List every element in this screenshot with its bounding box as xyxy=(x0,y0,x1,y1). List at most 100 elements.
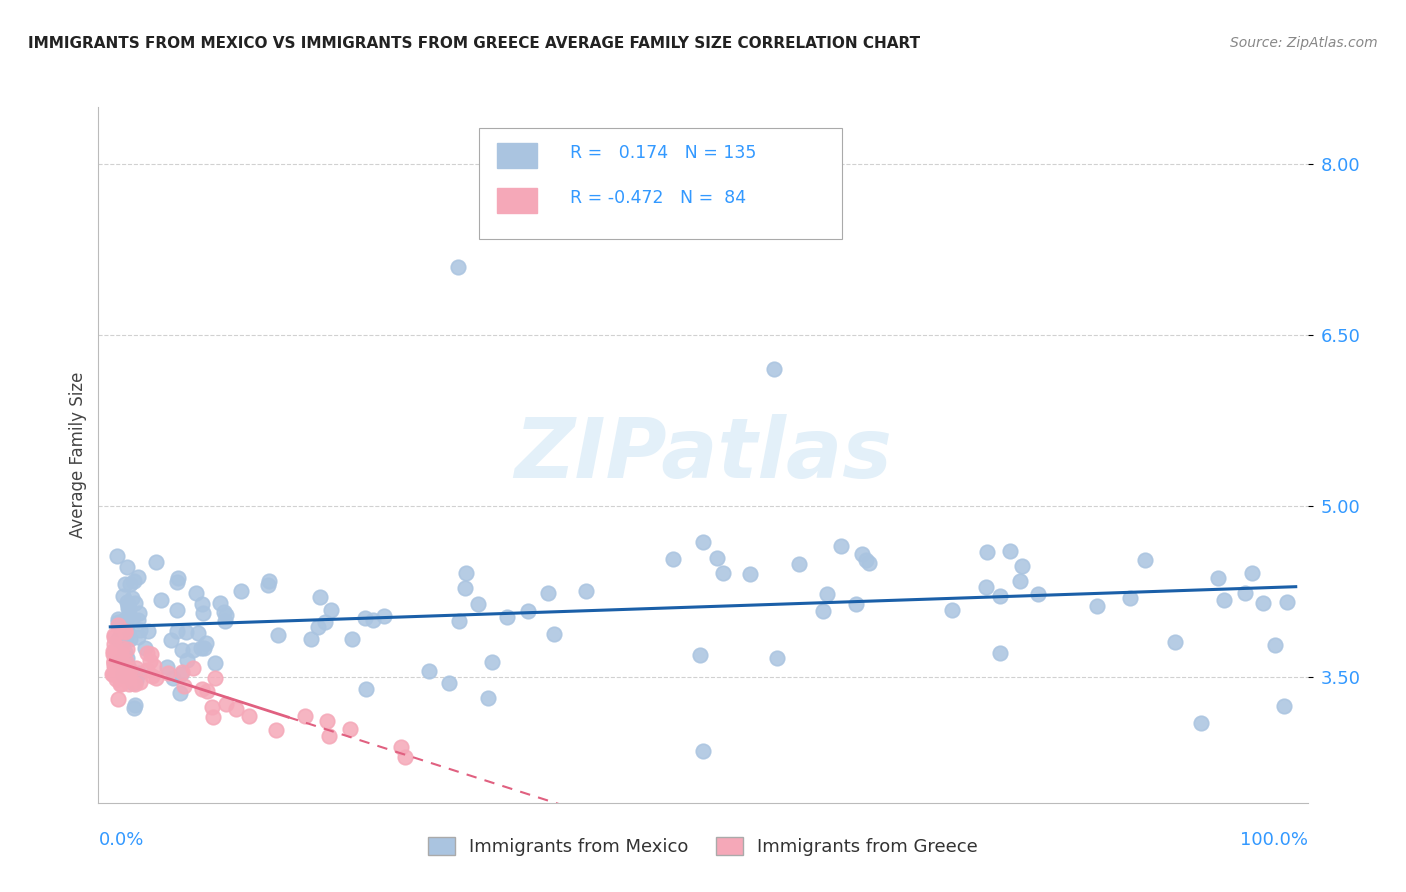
Point xyxy=(127,630,149,644)
Point xyxy=(418,664,440,678)
Point xyxy=(187,626,209,640)
Point xyxy=(117,651,139,665)
Point xyxy=(157,665,180,680)
Point xyxy=(108,668,131,682)
Point xyxy=(181,661,204,675)
Point xyxy=(111,659,134,673)
Point xyxy=(105,660,128,674)
Point xyxy=(1008,574,1031,589)
Point xyxy=(229,584,252,599)
Point xyxy=(124,701,146,715)
Point xyxy=(738,567,761,582)
Text: 0.0%: 0.0% xyxy=(98,830,143,848)
Point xyxy=(318,729,340,743)
Legend: Immigrants from Mexico, Immigrants from Greece: Immigrants from Mexico, Immigrants from … xyxy=(420,830,986,863)
Point xyxy=(166,624,188,638)
Point xyxy=(186,586,208,600)
Point xyxy=(1085,599,1108,614)
Point xyxy=(118,632,141,646)
Point xyxy=(105,653,128,667)
Text: IMMIGRANTS FROM MEXICO VS IMMIGRANTS FROM GREECE AVERAGE FAMILY SIZE CORRELATION: IMMIGRANTS FROM MEXICO VS IMMIGRANTS FRO… xyxy=(28,36,921,51)
Point xyxy=(1189,715,1212,730)
Point xyxy=(128,666,150,681)
Point xyxy=(120,664,142,678)
Point xyxy=(105,549,128,563)
Point xyxy=(811,604,834,618)
Point xyxy=(145,556,167,570)
Point xyxy=(110,627,132,641)
Point xyxy=(1163,635,1185,649)
Point xyxy=(1240,566,1263,580)
Point xyxy=(101,647,124,661)
Point xyxy=(110,633,132,648)
Point xyxy=(111,670,134,684)
Point xyxy=(517,604,540,618)
Point xyxy=(851,547,873,561)
Point xyxy=(103,656,125,670)
Bar xyxy=(498,144,537,169)
Point xyxy=(169,686,191,700)
Point xyxy=(103,630,125,644)
Point xyxy=(575,583,598,598)
Point xyxy=(107,691,129,706)
Point xyxy=(1233,586,1256,600)
Point xyxy=(1026,587,1049,601)
Point xyxy=(118,664,141,678)
Point xyxy=(212,606,235,620)
Point xyxy=(830,539,852,553)
Point xyxy=(204,671,226,685)
Point xyxy=(128,606,150,620)
Point xyxy=(990,646,1012,660)
Point xyxy=(319,603,342,617)
Point xyxy=(125,661,148,675)
Point xyxy=(104,660,127,674)
Point xyxy=(855,553,877,567)
Point xyxy=(110,677,132,691)
Point xyxy=(156,660,179,674)
Point xyxy=(1212,592,1234,607)
Point xyxy=(107,618,129,632)
Point xyxy=(114,624,136,639)
Point xyxy=(110,665,132,680)
Text: R = -0.472   N =  84: R = -0.472 N = 84 xyxy=(569,189,747,208)
Point xyxy=(215,697,238,711)
Point xyxy=(129,623,152,637)
Point xyxy=(105,645,128,659)
Point xyxy=(114,654,136,668)
Point xyxy=(104,672,127,686)
Point xyxy=(117,671,139,685)
Point xyxy=(1275,595,1298,609)
Point xyxy=(354,611,377,625)
Point xyxy=(214,614,236,628)
FancyBboxPatch shape xyxy=(479,128,842,239)
Point xyxy=(110,655,132,669)
Point xyxy=(1264,639,1286,653)
Point xyxy=(1253,596,1275,610)
Point xyxy=(103,628,125,642)
Point xyxy=(162,671,184,685)
Point xyxy=(763,362,786,376)
Point xyxy=(454,566,477,580)
Point xyxy=(115,595,138,609)
Point xyxy=(447,260,470,274)
Point xyxy=(110,657,132,671)
Point xyxy=(160,632,183,647)
Point xyxy=(941,603,963,617)
Point xyxy=(122,574,145,589)
Point xyxy=(115,560,138,574)
Point xyxy=(135,663,157,677)
Point xyxy=(114,645,136,659)
Point xyxy=(136,624,159,638)
Point xyxy=(170,665,193,680)
Point xyxy=(689,648,711,662)
Point xyxy=(125,673,148,688)
Point xyxy=(389,740,412,755)
Point xyxy=(340,632,363,647)
Point xyxy=(121,612,143,626)
Point xyxy=(139,648,162,662)
Point xyxy=(117,658,139,673)
Point xyxy=(437,676,460,690)
Point xyxy=(339,722,361,736)
Point xyxy=(129,675,152,690)
Point xyxy=(202,709,225,723)
